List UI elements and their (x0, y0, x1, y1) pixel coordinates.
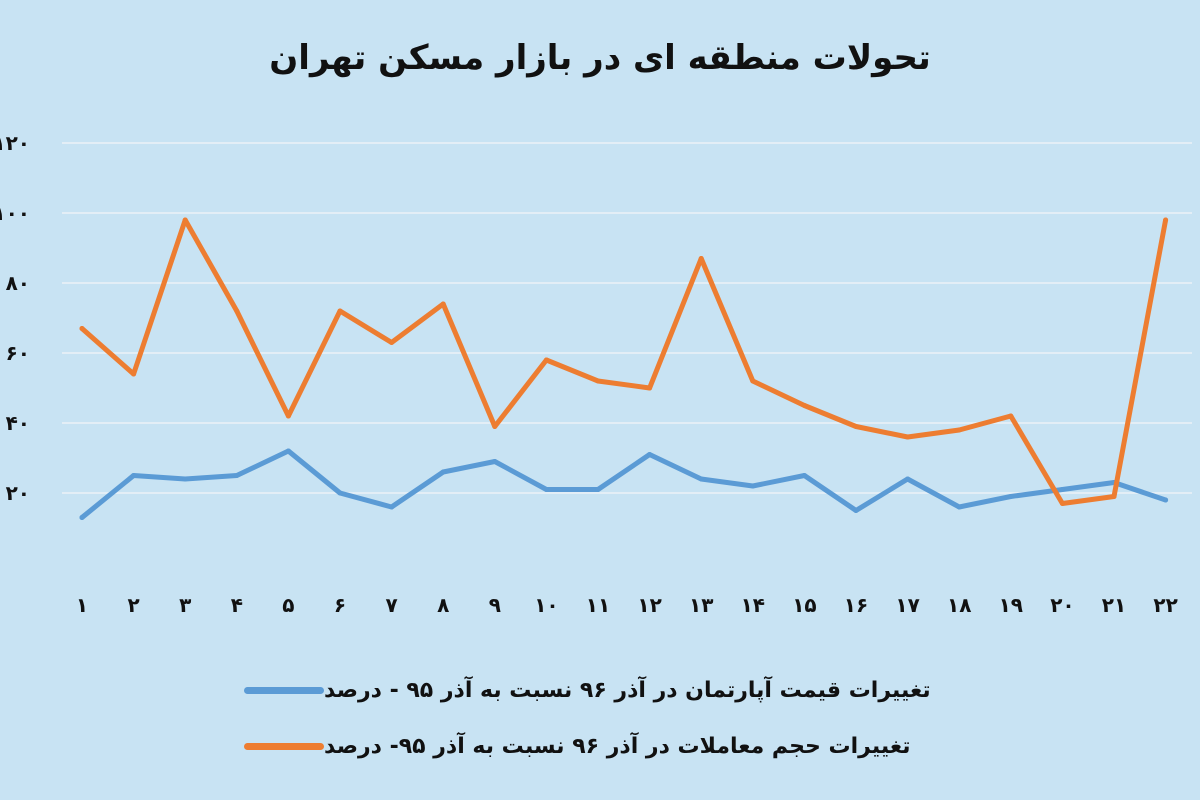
legend-label-price: تغییرات قیمت آپارتمان در آذر ۹۶ نسبت به … (324, 677, 931, 703)
data-point-price (389, 504, 395, 510)
x-tick-label: ۲۰ (1050, 593, 1074, 617)
x-tick-label: ۱ (76, 593, 88, 617)
x-tick-label: ۲ (127, 593, 139, 617)
data-point-price (750, 483, 756, 489)
data-point-volume (79, 326, 85, 331)
x-tick-label: ۱۳ (689, 593, 713, 617)
data-point-price (647, 452, 653, 457)
x-tick-label: ۷ (385, 593, 397, 617)
data-point-volume (698, 256, 704, 261)
data-point-volume (182, 217, 188, 223)
legend-swatch-volume (244, 742, 324, 750)
data-point-price (492, 459, 498, 464)
x-tick-label: ۱۹ (999, 593, 1023, 617)
x-tick-label: ۶ (334, 593, 346, 617)
data-point-price (1059, 487, 1065, 492)
x-tick-label: ۲۲ (1153, 593, 1177, 617)
x-tick-label: ۱۵ (792, 593, 816, 617)
data-point-volume (337, 308, 343, 314)
x-tick-label: ۱۲ (637, 593, 661, 617)
y-tick-label: ۱۰۰ (0, 201, 30, 225)
data-point-price (1163, 497, 1169, 503)
data-point-volume (131, 371, 137, 377)
data-point-price (956, 504, 962, 510)
data-point-volume (1059, 501, 1065, 506)
legend-swatch-price (244, 686, 324, 694)
data-point-price (698, 476, 704, 482)
data-point-volume (647, 385, 653, 391)
y-axis: ۲۰ ۴۰ ۶۰ ۸۰ ۱۰۰ ۱۲۰ (0, 131, 30, 505)
data-point-volume (440, 301, 446, 307)
data-point-volume (956, 427, 962, 433)
y-tick-label: ۶۰ (6, 341, 30, 365)
y-tick-label: ۲۰ (6, 481, 30, 505)
data-point-price (853, 508, 859, 513)
data-point-price (1008, 494, 1014, 499)
x-tick-label: ۱۴ (741, 593, 765, 617)
legend-label-volume: تغییرات حجم معاملات در آذر ۹۶ نسبت به آذ… (324, 733, 911, 759)
data-point-volume (905, 434, 911, 440)
data-point-price (131, 473, 137, 478)
x-tick-label: ۱۶ (844, 593, 868, 617)
legend-item-volume: تغییرات حجم معاملات در آذر ۹۶ نسبت به آذ… (240, 728, 1000, 764)
series-line-volume (79, 217, 1169, 506)
data-point-price (182, 476, 188, 482)
x-tick-label: ۱۸ (947, 593, 971, 617)
data-point-volume (750, 378, 756, 384)
data-point-price (285, 448, 291, 454)
x-tick-label: ۹ (489, 593, 501, 617)
y-tick-label: ۱۲۰ (0, 131, 30, 155)
data-point-price (905, 476, 911, 482)
data-point-price (595, 487, 601, 492)
legend-item-price: تغییرات قیمت آپارتمان در آذر ۹۶ نسبت به … (240, 672, 1000, 708)
data-point-volume (801, 403, 807, 408)
data-point-volume (595, 378, 601, 384)
y-tick-label: ۸۰ (6, 271, 30, 295)
data-point-price (440, 469, 446, 475)
x-tick-label: ۸ (437, 593, 449, 617)
chart-title: تحولات منطقه ای در بازار مسکن تهران (269, 38, 931, 78)
x-tick-label: ۴ (231, 593, 243, 617)
grid (62, 142, 1192, 494)
data-point-price (543, 487, 549, 492)
x-tick-label: ۵ (282, 593, 294, 617)
data-point-price (79, 515, 85, 520)
x-tick-label: ۳ (179, 593, 191, 617)
series-lines (79, 217, 1169, 520)
data-point-volume (389, 340, 395, 345)
data-point-price (337, 490, 343, 496)
data-point-volume (1163, 217, 1169, 223)
data-point-volume (492, 424, 498, 429)
x-tick-label: ۲۱ (1102, 593, 1126, 617)
x-tick-label: ۱۱ (586, 593, 610, 617)
x-tick-label: ۱۷ (895, 593, 919, 617)
data-point-volume (853, 424, 859, 429)
data-point-volume (1008, 413, 1014, 419)
data-point-volume (234, 308, 240, 314)
data-point-volume (543, 357, 549, 363)
series-line-price (79, 448, 1169, 520)
data-point-price (234, 473, 240, 478)
x-axis: ۱ ۲ ۳ ۴ ۵ ۶ ۷ ۸ ۹ ۱۰ ۱۱ ۱۲ ۱۳ ۱۴ ۱۵ ۱۶ ۱۷ ۱۸ ۱۹ ۲۰ ۲۱ ۲۲ (76, 593, 1178, 617)
data-point-volume (285, 413, 291, 419)
y-tick-label: ۴۰ (6, 411, 30, 435)
data-point-volume (1111, 494, 1117, 499)
data-point-price (801, 473, 807, 478)
x-tick-label: ۱۰ (534, 593, 558, 617)
